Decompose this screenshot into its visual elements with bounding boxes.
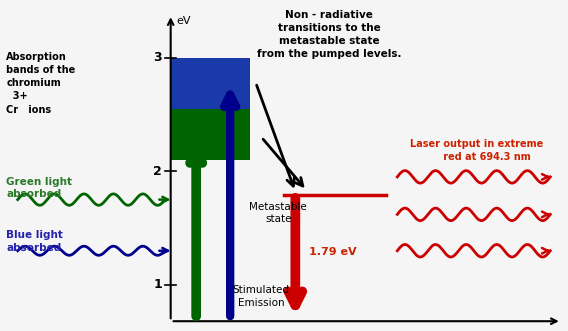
Text: Green light
absorbed: Green light absorbed: [6, 177, 72, 199]
Text: Laser output in extreme
      red at 694.3 nm: Laser output in extreme red at 694.3 nm: [410, 139, 543, 162]
Bar: [170, 109, 250, 160]
Text: Stimulated
Emission: Stimulated Emission: [233, 285, 290, 307]
Text: 2: 2: [153, 165, 162, 178]
Bar: [170, 58, 250, 109]
Text: Metastable
state: Metastable state: [249, 202, 307, 224]
Text: 3: 3: [153, 51, 162, 64]
Text: 1: 1: [153, 278, 162, 291]
Text: Non - radiative
transitions to the
metastable state
from the pumped levels.: Non - radiative transitions to the metas…: [257, 10, 402, 59]
Text: Blue light
absorbed: Blue light absorbed: [6, 230, 63, 253]
Text: Absorption
bands of the
chromium
  3+
Cr   ions: Absorption bands of the chromium 3+ Cr i…: [6, 52, 76, 115]
Text: 1.79 eV: 1.79 eV: [310, 248, 357, 258]
Text: eV: eV: [176, 16, 191, 26]
